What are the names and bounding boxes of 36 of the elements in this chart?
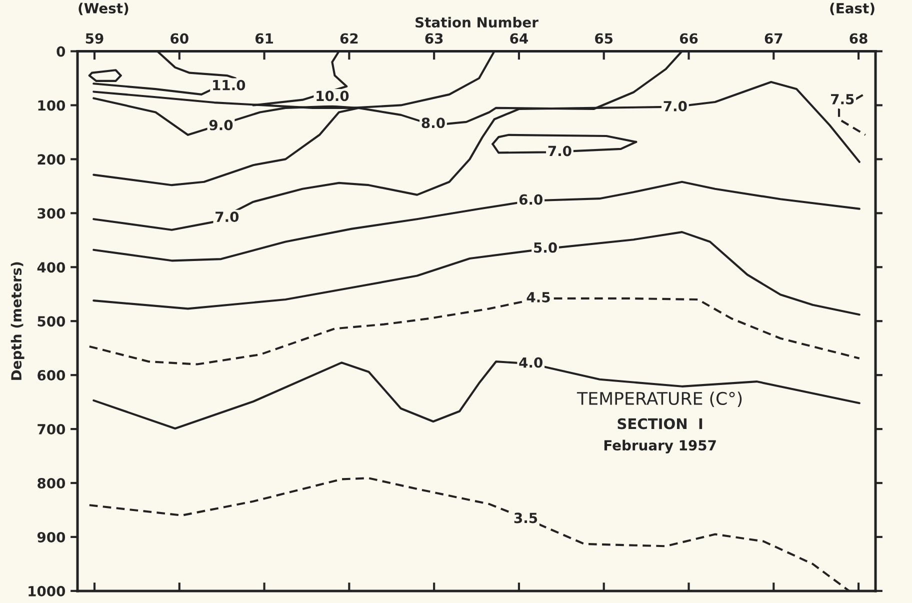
annotation: 7.5 [831, 94, 854, 104]
y-axis-title: Depth (meters) [10, 262, 24, 380]
x-tick-label: 65 [595, 33, 613, 44]
x-tick-label: 66 [680, 33, 698, 44]
text: TEMPERATURE (C°) [576, 392, 742, 408]
y-tick-label: 300 [38, 208, 66, 219]
y-tick-label: 700 [38, 424, 66, 435]
y-tick-label: 200 [38, 154, 66, 165]
x-tick-label: 62 [340, 33, 358, 44]
y-tick-label: 400 [37, 262, 66, 273]
x-tick-label: 64 [510, 33, 528, 44]
y-tick-label: 500 [38, 316, 66, 327]
y-tick-label: 900 [37, 532, 66, 542]
annotation: 7.0 [548, 146, 572, 156]
annotation: 11.0 [213, 80, 246, 90]
x-axis-title: Station Number [416, 16, 538, 28]
annotation: 4.5 [526, 292, 550, 302]
x-tick-label: 63 [425, 33, 443, 44]
text: (East) [830, 2, 874, 16]
annotation: 3.5 [514, 512, 538, 524]
x-tick-label: 60 [170, 33, 188, 44]
y-tick-label: 1000 [28, 586, 66, 596]
annotation: 9.0 [209, 120, 233, 130]
y-tick-label: 600 [38, 370, 66, 381]
x-tick-label: 67 [764, 33, 782, 44]
annotation: 10.0 [316, 90, 349, 102]
x-tick-label: 61 [255, 33, 273, 44]
annotation: 7.0 [216, 212, 239, 222]
x-tick-label: 68 [850, 33, 868, 44]
y-tick-label: 100 [38, 100, 66, 111]
annotation: February 1957 [604, 440, 716, 454]
text: (West) [78, 2, 128, 16]
text: SECTION I [618, 418, 702, 430]
y-tick-label: 800 [38, 478, 66, 488]
y-tick-label: 0 [56, 46, 66, 57]
x-tick-label: 59 [86, 33, 104, 44]
